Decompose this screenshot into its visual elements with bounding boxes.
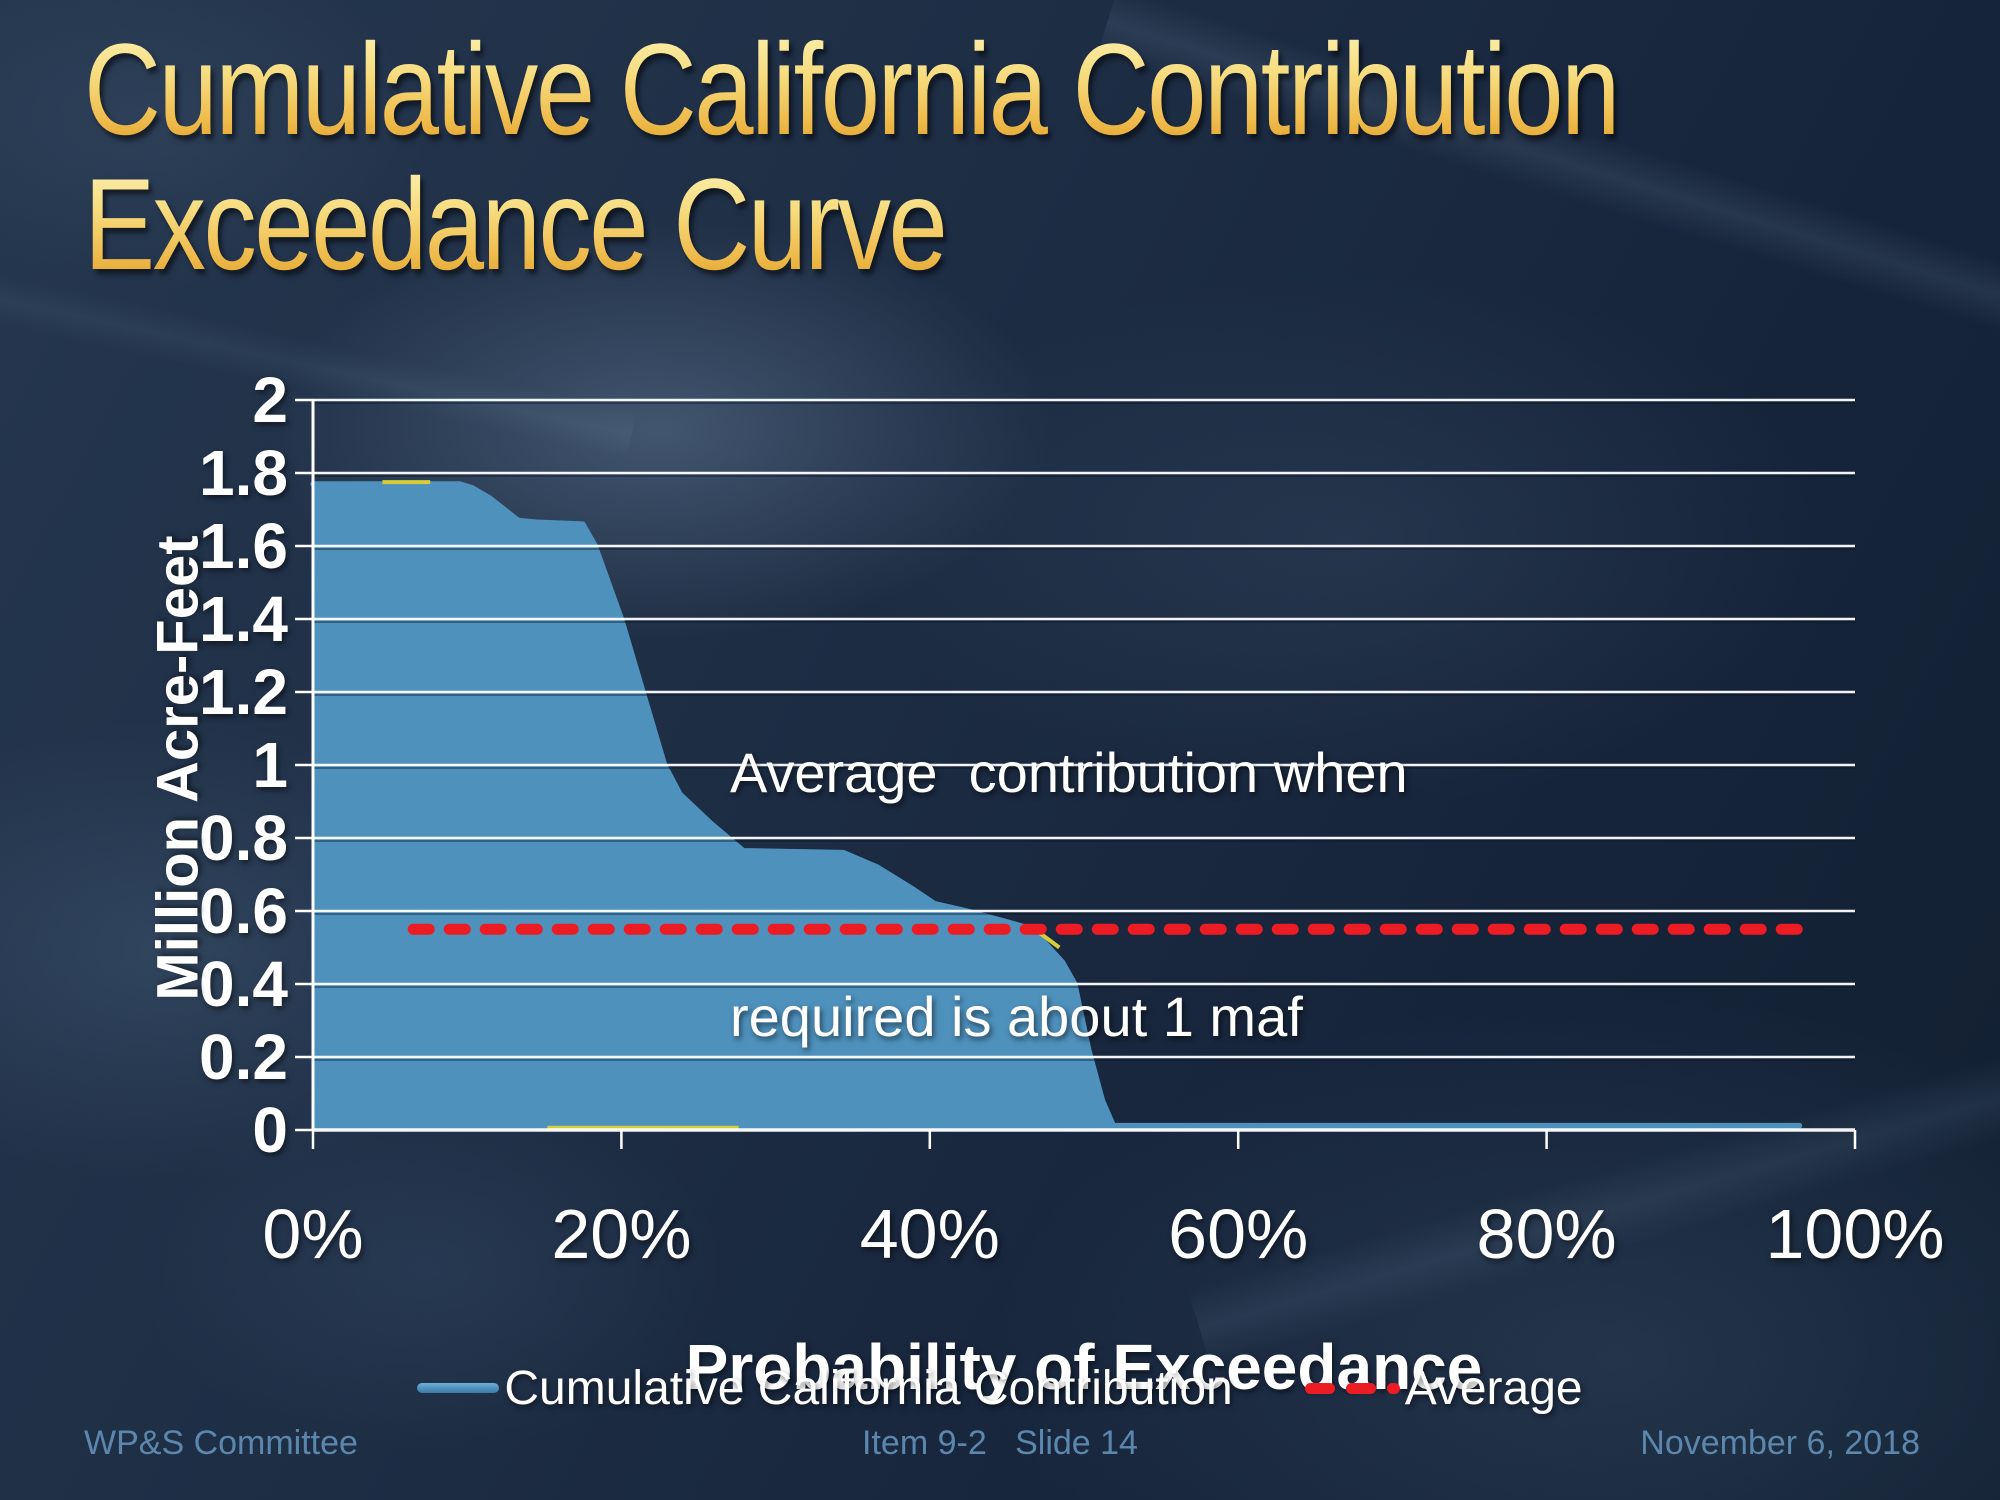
x-tick-label: 40% <box>860 1195 1000 1273</box>
x-tick-label: 60% <box>1168 1195 1308 1273</box>
legend-line-swatch <box>417 1383 500 1393</box>
y-tick-label: 0.8 <box>199 802 288 874</box>
y-tick-label: 1.4 <box>199 583 288 655</box>
legend-dash-swatch <box>1304 1382 1400 1394</box>
slide-title: Cumulative California Contribution Exceed… <box>84 21 1642 292</box>
x-tick-label: 20% <box>551 1195 691 1273</box>
contribution-line <box>310 481 1803 1129</box>
legend-dash <box>1386 1382 1400 1394</box>
title-line-1: Cumulative California Contribution <box>84 21 1642 157</box>
footer-item-slide: Item 9-2 Slide 14 <box>862 1424 1138 1462</box>
legend-dash <box>1345 1382 1376 1394</box>
legend-label-average: Average <box>1404 1361 1583 1415</box>
y-tick-label: 0.2 <box>199 1021 288 1093</box>
y-tick-label: 1.6 <box>199 510 288 582</box>
x-tick-label: 100% <box>1765 1195 1944 1273</box>
title-line-2: Exceedance Curve <box>84 156 1642 292</box>
y-tick-label: 0.4 <box>199 948 288 1020</box>
y-axis-title: Million Acre-Feet <box>145 535 211 1001</box>
legend-item-contribution: Cumulative California Contribution <box>417 1361 1233 1416</box>
y-tick-label: 1.2 <box>199 656 288 728</box>
y-tick-label: 2 <box>252 364 288 436</box>
chart-annotation: Average contribution when required is ab… <box>730 570 1408 1220</box>
footer-date: November 6, 2018 <box>1640 1424 1920 1462</box>
x-tick-label: 0% <box>262 1195 363 1273</box>
y-tick-label: 1 <box>252 729 288 801</box>
y-tick-label: 1.8 <box>199 437 288 509</box>
annotation-line-1: Average contribution when <box>730 741 1408 805</box>
legend-item-average: Average <box>1304 1361 1583 1416</box>
legend-label-contribution: Cumulative California Contribution <box>504 1361 1233 1415</box>
footer-committee: WP&S Committee <box>84 1424 358 1462</box>
contribution-area <box>313 483 1800 1130</box>
y-tick-label: 0.6 <box>199 875 288 947</box>
annotation-line-2: required is about 1 maf <box>730 984 1303 1048</box>
slide-footer: WP&S Committee Item 9-2 Slide 14 Novembe… <box>0 1424 2000 1474</box>
y-tick-label: 0 <box>252 1094 288 1166</box>
x-tick-label: 80% <box>1477 1195 1617 1273</box>
legend-dash <box>1304 1382 1335 1394</box>
chart-legend: Cumulative California Contribution Avera… <box>0 1358 2000 1418</box>
